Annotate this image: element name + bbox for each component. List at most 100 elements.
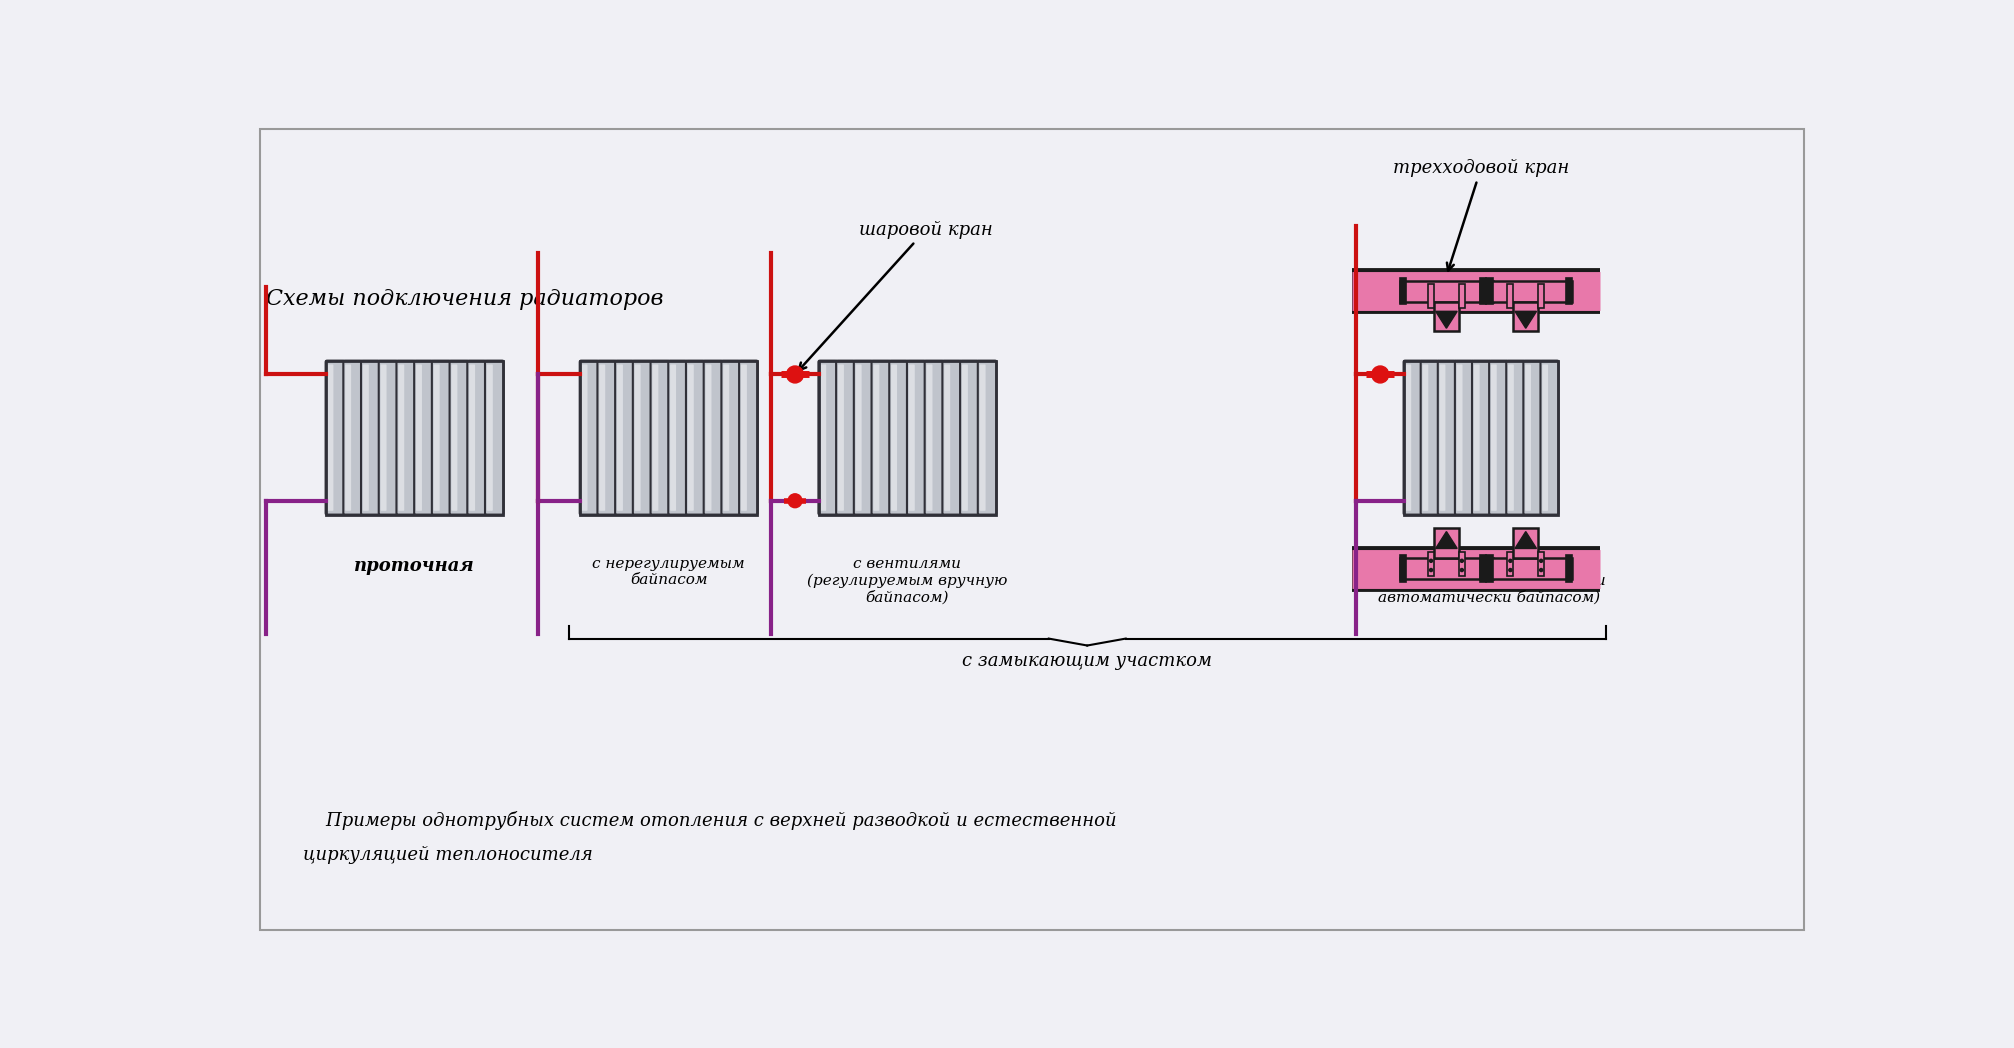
FancyBboxPatch shape <box>945 365 951 510</box>
FancyBboxPatch shape <box>906 361 926 515</box>
Text: Схемы подключения радиаторов: Схемы подключения радиаторов <box>266 288 663 310</box>
Bar <box>1458 284 1464 308</box>
FancyBboxPatch shape <box>926 365 932 510</box>
Circle shape <box>787 494 802 507</box>
FancyBboxPatch shape <box>328 365 334 510</box>
Wedge shape <box>1432 302 1460 315</box>
FancyBboxPatch shape <box>616 365 622 510</box>
Text: шаровой кран: шаровой кран <box>800 221 993 370</box>
FancyBboxPatch shape <box>1420 361 1438 515</box>
Text: трехходовой кран: трехходовой кран <box>1394 159 1569 270</box>
Bar <box>1565 555 1573 582</box>
Circle shape <box>1430 568 1432 571</box>
Circle shape <box>1539 568 1543 571</box>
FancyBboxPatch shape <box>433 365 439 510</box>
FancyBboxPatch shape <box>836 361 854 515</box>
FancyBboxPatch shape <box>651 361 669 515</box>
FancyBboxPatch shape <box>705 365 711 510</box>
FancyBboxPatch shape <box>417 365 423 510</box>
FancyBboxPatch shape <box>381 365 387 510</box>
FancyBboxPatch shape <box>361 361 381 515</box>
Bar <box>1404 361 1559 515</box>
Circle shape <box>1508 560 1513 563</box>
FancyBboxPatch shape <box>653 365 659 510</box>
FancyBboxPatch shape <box>1456 365 1462 510</box>
Circle shape <box>1460 560 1464 563</box>
FancyBboxPatch shape <box>1541 361 1559 515</box>
FancyBboxPatch shape <box>632 361 651 515</box>
Bar <box>1480 278 1486 304</box>
Circle shape <box>1508 568 1513 571</box>
Bar <box>1428 284 1434 308</box>
Text: с замыкающим участком: с замыкающим участком <box>963 652 1212 670</box>
Wedge shape <box>1432 544 1460 558</box>
Text: с вентилями
(регулируемым вручную
байпасом): с вентилями (регулируемым вручную байпас… <box>808 556 1007 605</box>
Text: Примеры однотрубных систем отопления с верхней разводкой и естественной: Примеры однотрубных систем отопления с в… <box>302 811 1116 830</box>
FancyBboxPatch shape <box>979 361 997 515</box>
FancyBboxPatch shape <box>687 361 705 515</box>
Bar <box>326 361 504 515</box>
FancyBboxPatch shape <box>363 365 369 510</box>
FancyBboxPatch shape <box>326 361 344 515</box>
Bar <box>1506 551 1513 576</box>
FancyBboxPatch shape <box>1543 365 1549 510</box>
Bar <box>1434 302 1458 331</box>
Bar <box>820 361 997 515</box>
FancyBboxPatch shape <box>1480 281 1573 302</box>
Polygon shape <box>1515 311 1537 328</box>
Text: проточная: проточная <box>354 556 475 575</box>
FancyBboxPatch shape <box>1400 558 1492 580</box>
FancyBboxPatch shape <box>1480 558 1573 580</box>
Bar <box>1486 555 1492 582</box>
Polygon shape <box>1515 531 1537 548</box>
FancyBboxPatch shape <box>703 361 723 515</box>
FancyBboxPatch shape <box>838 365 844 510</box>
Bar <box>1565 278 1573 304</box>
Bar <box>580 361 757 515</box>
Wedge shape <box>1513 302 1539 315</box>
FancyBboxPatch shape <box>1404 361 1422 515</box>
FancyBboxPatch shape <box>820 365 826 510</box>
FancyBboxPatch shape <box>485 361 504 515</box>
FancyBboxPatch shape <box>908 365 914 510</box>
Polygon shape <box>1436 311 1458 328</box>
FancyBboxPatch shape <box>723 365 729 510</box>
Bar <box>580 361 757 515</box>
FancyBboxPatch shape <box>924 361 943 515</box>
FancyBboxPatch shape <box>600 365 606 510</box>
Bar <box>1458 551 1464 576</box>
FancyBboxPatch shape <box>342 361 363 515</box>
FancyBboxPatch shape <box>415 361 433 515</box>
FancyBboxPatch shape <box>1440 365 1446 510</box>
Text: с трехходовым краном
(регулируемым вручную или
автоматически байпасом): с трехходовым краном (регулируемым вручн… <box>1372 556 1605 605</box>
FancyBboxPatch shape <box>467 361 485 515</box>
FancyBboxPatch shape <box>854 361 872 515</box>
FancyBboxPatch shape <box>669 361 687 515</box>
Text: с нерегулируемым
байпасом: с нерегулируемым байпасом <box>592 556 745 587</box>
FancyBboxPatch shape <box>961 361 979 515</box>
FancyBboxPatch shape <box>872 361 890 515</box>
FancyBboxPatch shape <box>1438 361 1456 515</box>
FancyBboxPatch shape <box>1506 361 1525 515</box>
FancyBboxPatch shape <box>739 361 757 515</box>
FancyBboxPatch shape <box>449 361 467 515</box>
FancyBboxPatch shape <box>634 365 640 510</box>
Bar <box>1539 551 1545 576</box>
Bar <box>1513 302 1539 331</box>
FancyBboxPatch shape <box>943 361 961 515</box>
Bar <box>1506 284 1513 308</box>
Polygon shape <box>1436 531 1458 548</box>
Wedge shape <box>1513 544 1539 558</box>
Circle shape <box>1460 568 1464 571</box>
Bar <box>326 361 504 515</box>
Circle shape <box>787 366 804 383</box>
Text: циркуляцией теплоносителя: циркуляцией теплоносителя <box>302 846 592 864</box>
FancyBboxPatch shape <box>451 365 457 510</box>
Bar <box>1480 555 1486 582</box>
FancyBboxPatch shape <box>741 365 747 510</box>
FancyBboxPatch shape <box>874 365 880 510</box>
FancyBboxPatch shape <box>963 365 969 510</box>
FancyBboxPatch shape <box>598 361 616 515</box>
FancyBboxPatch shape <box>344 365 350 510</box>
FancyBboxPatch shape <box>890 361 908 515</box>
